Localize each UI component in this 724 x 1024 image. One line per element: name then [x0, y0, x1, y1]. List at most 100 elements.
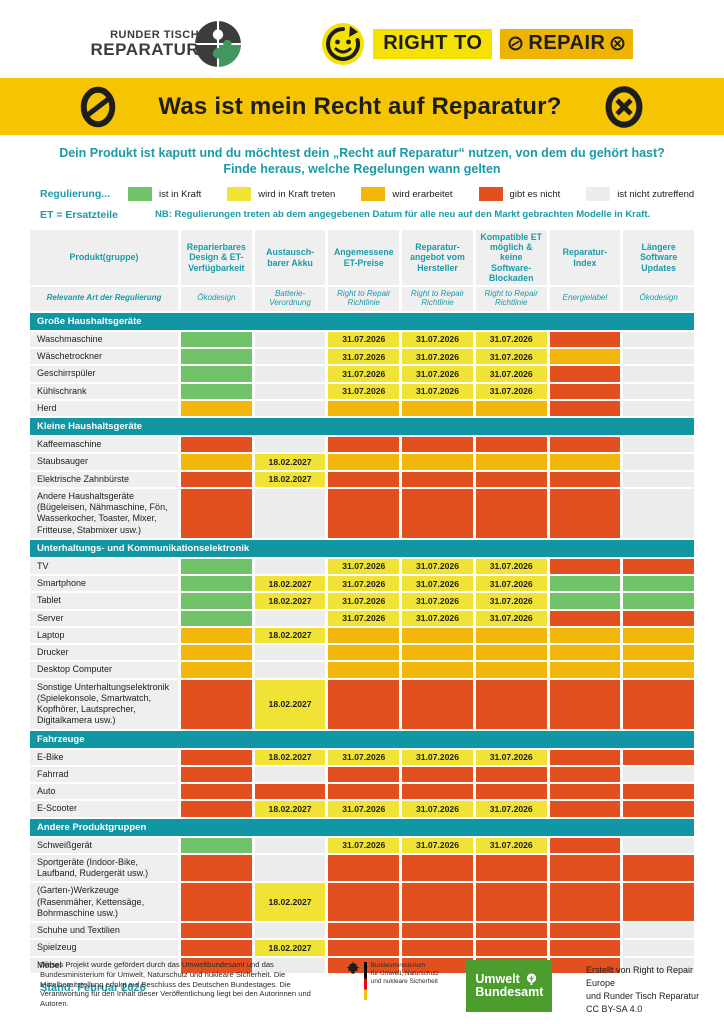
status-cell-yellow: 31.07.2026 — [475, 801, 547, 817]
status-cell-red — [181, 437, 252, 453]
status-cell-yellow: 31.07.2026 — [328, 366, 400, 382]
status-cell-red — [475, 854, 547, 882]
status-cell-amber — [549, 662, 621, 678]
status-cell-yellow: 31.07.2026 — [328, 576, 400, 592]
product-label: E-Scooter — [30, 801, 178, 817]
status-cell-gray — [623, 940, 694, 956]
right-to-wordmark: RIGHT TO — [373, 29, 493, 59]
credit-line2: und Runder Tisch Reparatur — [586, 990, 700, 1001]
ministry-name-line1: Bundesministerium — [370, 961, 426, 969]
status-cell-red — [402, 488, 473, 538]
status-cell-amber — [402, 645, 473, 661]
product-label: Andere Haushaltsgeräte (Bügeleisen, Nähm… — [30, 488, 178, 538]
column-header-2: Austausch-barer Akku — [254, 230, 326, 285]
product-label: Schweißgerät — [30, 837, 178, 853]
status-cell-red — [181, 766, 252, 783]
status-cell-red — [328, 488, 400, 538]
status-cell-amber — [623, 645, 694, 661]
legend-item-label: ist nicht zutreffend — [617, 188, 695, 200]
status-cell-red — [402, 923, 473, 939]
status-cell-gray — [254, 558, 326, 575]
et-abbreviation-note: ET = Ersatzteile — [40, 209, 118, 222]
subheader-4: Right to Repair Richtlinie — [402, 286, 473, 311]
status-cell-red — [181, 923, 252, 939]
status-cell-red — [549, 331, 621, 348]
status-cell-red — [402, 883, 473, 922]
repair-regulation-table: Produkt(gruppe) Reparierbares Design & ET… — [30, 230, 694, 973]
column-header-7: Längere Software Updates — [623, 230, 694, 285]
legend-item-label: ist in Kraft — [159, 188, 202, 200]
title-banner: Was ist mein Recht auf Reparatur? — [0, 78, 724, 135]
status-cell-yellow: 18.02.2027 — [254, 627, 326, 644]
product-label: Tablet — [30, 593, 178, 609]
status-cell-amber — [475, 662, 547, 678]
banner-slotted-screw-icon — [80, 86, 116, 128]
status-cell-gray — [623, 923, 694, 939]
status-cell-gray — [254, 766, 326, 783]
legend-swatch-amber — [361, 187, 386, 202]
legend-swatch-green — [128, 187, 152, 202]
status-cell-red — [402, 957, 473, 973]
uba-line2: Bundesamt — [475, 984, 544, 999]
status-cell-yellow: 31.07.2026 — [475, 349, 547, 365]
repair-wordmark: REPAIR — [528, 32, 606, 54]
product-label: Spielzeug — [30, 940, 178, 956]
status-cell-gray — [623, 488, 694, 538]
status-cell-red — [328, 471, 400, 487]
status-cell-amber — [328, 645, 400, 661]
status-cell-red — [623, 784, 694, 800]
intro-text: Dein Produkt ist kaputt und du möchtest … — [0, 146, 724, 177]
status-cell-gray — [623, 331, 694, 348]
status-cell-red — [549, 784, 621, 800]
status-cell-amber — [623, 627, 694, 644]
product-label: Wäschetrockner — [30, 349, 178, 365]
status-cell-amber — [475, 627, 547, 644]
status-cell-yellow: 31.07.2026 — [475, 383, 547, 399]
status-cell-red — [328, 766, 400, 783]
status-cell-red — [549, 679, 621, 729]
subheader-1: Ökodesign — [181, 286, 252, 311]
subheader-6: Energielabel — [549, 286, 621, 311]
legend-item-label: gibt es nicht — [509, 188, 561, 200]
status-cell-amber — [181, 627, 252, 644]
status-cell-gray — [254, 331, 326, 348]
legend-item-gray: ist nicht zutreffend — [586, 187, 695, 202]
status-cell-red — [402, 854, 473, 882]
status-cell-yellow: 31.07.2026 — [475, 593, 547, 609]
status-cell-red — [549, 837, 621, 853]
status-cell-amber — [402, 400, 473, 417]
subheader-2: Batterie-Verordnung — [254, 286, 326, 311]
status-cell-red — [181, 854, 252, 882]
legend-item-label: wird in Kraft treten — [258, 188, 336, 200]
status-cell-red — [475, 679, 547, 729]
status-cell-gray — [254, 923, 326, 939]
banner-cross-screw-icon — [604, 85, 644, 129]
ministry-logo: Bundesministerium für Umwelt, Naturschut… — [345, 960, 455, 1000]
status-cell-yellow: 31.07.2026 — [475, 558, 547, 575]
status-cell-red — [623, 801, 694, 817]
legend-item-amber: wird erarbeitet — [361, 187, 453, 202]
status-cell-gray — [623, 766, 694, 783]
right-to-repair-logo: RIGHT TO REPAIR — [321, 22, 634, 66]
product-label: Staubsauger — [30, 454, 178, 470]
subheader-7: Ökodesign — [623, 286, 694, 311]
status-cell-red — [254, 784, 326, 800]
column-header-4: Reparatur-angebot vom Hersteller — [402, 230, 473, 285]
status-cell-red — [402, 766, 473, 783]
status-cell-green — [181, 331, 252, 348]
column-header-1: Reparierbares Design & ET-Verfügbarkeit — [181, 230, 252, 285]
product-label: Server — [30, 610, 178, 626]
status-cell-red — [328, 883, 400, 922]
status-cell-amber — [549, 454, 621, 470]
status-cell-gray — [623, 366, 694, 382]
status-cell-yellow: 31.07.2026 — [328, 331, 400, 348]
ministry-name: Bundesministerium für Umwelt, Naturschut… — [371, 960, 439, 986]
status-cell-yellow: 31.07.2026 — [475, 749, 547, 765]
status-cell-red — [402, 679, 473, 729]
legend-item-green: ist in Kraft — [128, 187, 202, 202]
product-label: (Garten-)Werkzeuge (Rasenmäher, Kettensä… — [30, 883, 178, 922]
status-cell-yellow: 31.07.2026 — [328, 610, 400, 626]
status-cell-yellow: 31.07.2026 — [475, 576, 547, 592]
status-cell-yellow: 31.07.2026 — [402, 593, 473, 609]
status-cell-gray — [623, 400, 694, 417]
